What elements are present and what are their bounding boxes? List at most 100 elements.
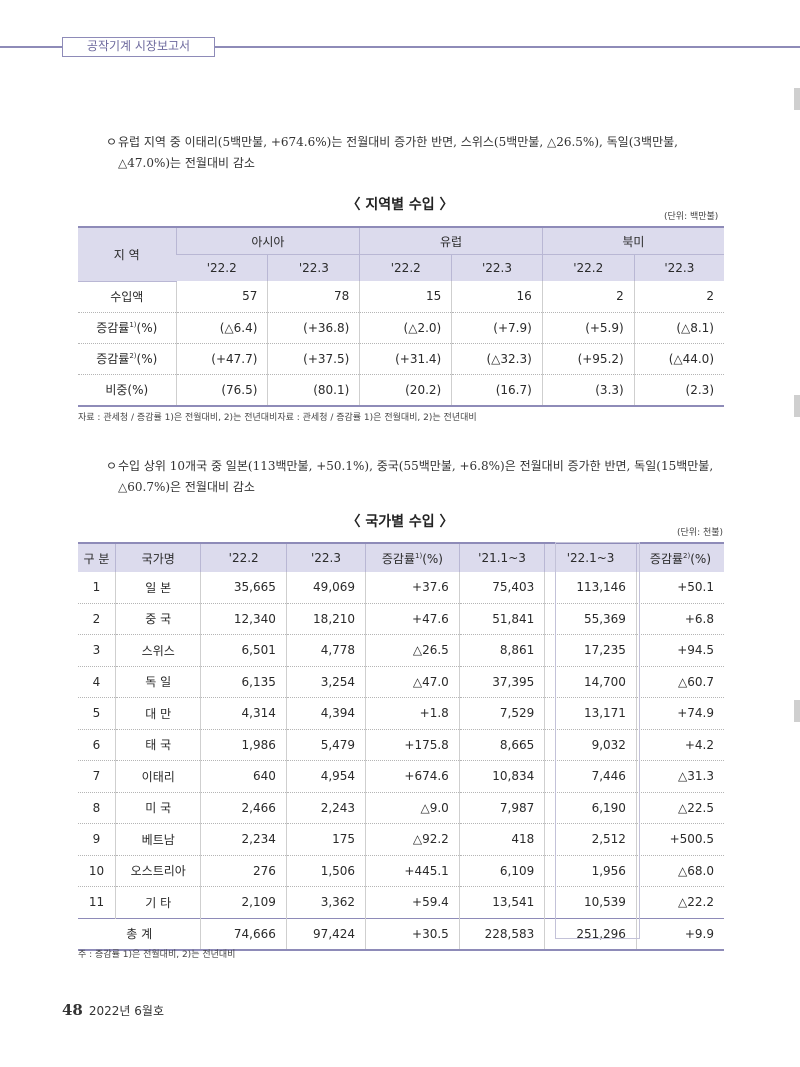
table-row: 3 스위스 6,501 4,778 △26.5 8,861 17,235 +94.5 bbox=[78, 634, 724, 667]
cell: 7 bbox=[78, 760, 116, 793]
paragraph-text: 유럽 지역 중 이태리(5백만불, +674.6%)는 전월대비 증가한 반면,… bbox=[118, 135, 678, 170]
cell: 57 bbox=[175, 281, 268, 313]
cell: 1,506 bbox=[285, 855, 366, 887]
cell: 총 계 bbox=[78, 917, 201, 951]
cell: 51,841 bbox=[458, 603, 545, 635]
cell: (+31.4) bbox=[359, 343, 452, 375]
header-change-rate: 증감률1)(%) bbox=[365, 542, 460, 572]
cell: (20.2) bbox=[359, 374, 452, 407]
cell: 418 bbox=[458, 823, 545, 856]
cell: 베트남 bbox=[114, 823, 201, 856]
cell: +500.5 bbox=[635, 823, 724, 856]
cell: +6.8 bbox=[635, 603, 724, 635]
cell: +1.8 bbox=[365, 697, 460, 730]
cell: 5 bbox=[78, 697, 116, 730]
cell: 8,665 bbox=[458, 729, 545, 761]
cell: +47.6 bbox=[365, 603, 460, 635]
country-import-table: 구 분 국가명 '22.2 '22.3 증감률1)(%) '21.1~3 '22… bbox=[78, 542, 724, 951]
cell: 113,146 bbox=[544, 572, 637, 604]
period-header: '22.3 bbox=[633, 254, 724, 281]
cell: 97,424 bbox=[285, 917, 366, 951]
header-rule-right bbox=[215, 46, 800, 48]
cell: 9,032 bbox=[544, 729, 637, 761]
cell: 2,512 bbox=[544, 823, 637, 856]
cell: 2,243 bbox=[285, 792, 366, 824]
cell: +175.8 bbox=[365, 729, 460, 761]
cell: +30.5 bbox=[365, 917, 460, 951]
cell: (△2.0) bbox=[359, 312, 452, 344]
cell: 4 bbox=[78, 666, 116, 698]
row-label: 비중(%) bbox=[78, 374, 176, 407]
table2-note: 주 : 증감률 1)은 전월대비, 2)는 전년대비 bbox=[78, 950, 236, 960]
cell: 6,190 bbox=[544, 792, 637, 824]
cell: 2,234 bbox=[200, 823, 287, 856]
cell: (△32.3) bbox=[451, 343, 543, 375]
cell: (2.3) bbox=[633, 374, 724, 407]
row-label: 증감률1)(%) bbox=[78, 312, 176, 344]
edge-mark bbox=[794, 88, 800, 110]
paragraph-text: 수입 상위 10개국 중 일본(113백만불, +50.1%), 중국(55백만… bbox=[118, 459, 714, 494]
period-header: '22.2 bbox=[176, 254, 268, 281]
table-row: 증감률2)(%) (+47.7) (+37.5) (+31.4) (△32.3)… bbox=[78, 343, 724, 375]
cell: (+95.2) bbox=[541, 343, 635, 375]
region-import-table: 지 역 아시아 유럽 북미 '22.2 '22.3 '22.2 '22.3 '2… bbox=[78, 226, 724, 407]
cell: 37,395 bbox=[458, 666, 545, 698]
cell: 9 bbox=[78, 823, 116, 856]
group-asia: 아시아 bbox=[175, 226, 360, 255]
edge-mark bbox=[794, 700, 800, 722]
cell: 10,539 bbox=[544, 886, 637, 919]
cell: 10,834 bbox=[458, 760, 545, 793]
cell: △31.3 bbox=[635, 760, 724, 793]
cell: 2,466 bbox=[200, 792, 287, 824]
cell: 6 bbox=[78, 729, 116, 761]
cell: 8,861 bbox=[458, 634, 545, 667]
cell: 55,369 bbox=[544, 603, 637, 635]
cell: 3 bbox=[78, 634, 116, 667]
period-header: '22.3 bbox=[267, 254, 360, 281]
cell: (76.5) bbox=[175, 374, 268, 407]
table2-unit: (단위: 천불) bbox=[677, 528, 724, 538]
cell: 175 bbox=[285, 823, 366, 856]
cell: 이태리 bbox=[114, 760, 201, 793]
cell: △92.2 bbox=[365, 823, 460, 856]
group-north-america: 북미 bbox=[541, 226, 724, 255]
table1-source-note: 자료 : 관세청 / 증감률 1)은 전월대비, 2)는 전년대비자료 : 관세… bbox=[78, 413, 477, 423]
period-header: '22.2 bbox=[359, 254, 452, 281]
row-label: 증감률2)(%) bbox=[78, 343, 176, 375]
cell: 1 bbox=[78, 572, 116, 604]
cell: 75,403 bbox=[458, 572, 545, 604]
table-row: 9 베트남 2,234 175 △92.2 418 2,512 +500.5 bbox=[78, 823, 724, 856]
header-category: 구 분 bbox=[78, 542, 116, 572]
cell: +37.6 bbox=[365, 572, 460, 604]
table-row: 11 기 타 2,109 3,362 +59.4 13,541 10,539 △22.2 bbox=[78, 886, 724, 919]
table-row: 7 이태리 640 4,954 +674.6 10,834 7,446 △31.3 bbox=[78, 760, 724, 793]
cell: 스위스 bbox=[114, 634, 201, 667]
cell: 18,210 bbox=[285, 603, 366, 635]
cell: 5,479 bbox=[285, 729, 366, 761]
cell: 1,956 bbox=[544, 855, 637, 887]
cell: △68.0 bbox=[635, 855, 724, 887]
cell: +4.2 bbox=[635, 729, 724, 761]
cell: (+36.8) bbox=[267, 312, 360, 344]
cell: 2 bbox=[541, 281, 635, 313]
cell: 276 bbox=[200, 855, 287, 887]
row-label: 수입액 bbox=[78, 281, 176, 313]
cell: △26.5 bbox=[365, 634, 460, 667]
cell: 10 bbox=[78, 855, 116, 887]
period-header: '22.2 bbox=[541, 254, 635, 281]
header-rule-left bbox=[0, 46, 62, 48]
cell: 14,700 bbox=[544, 666, 637, 698]
cell: +74.9 bbox=[635, 697, 724, 730]
issue-label: 2022년 6월호 bbox=[88, 1004, 164, 1018]
cell: 251,296 bbox=[544, 917, 637, 951]
cell: 대 만 bbox=[114, 697, 201, 730]
cell: △22.2 bbox=[635, 886, 724, 919]
paragraph-europe: ㅇ 유럽 지역 중 이태리(5백만불, +674.6%)는 전월대비 증가한 반… bbox=[106, 132, 728, 174]
cell: 12,340 bbox=[200, 603, 287, 635]
table1-title: 〈 지역별 수입 〉 bbox=[346, 197, 454, 213]
cell: (+47.7) bbox=[175, 343, 268, 375]
region-header: 지 역 bbox=[78, 226, 176, 282]
